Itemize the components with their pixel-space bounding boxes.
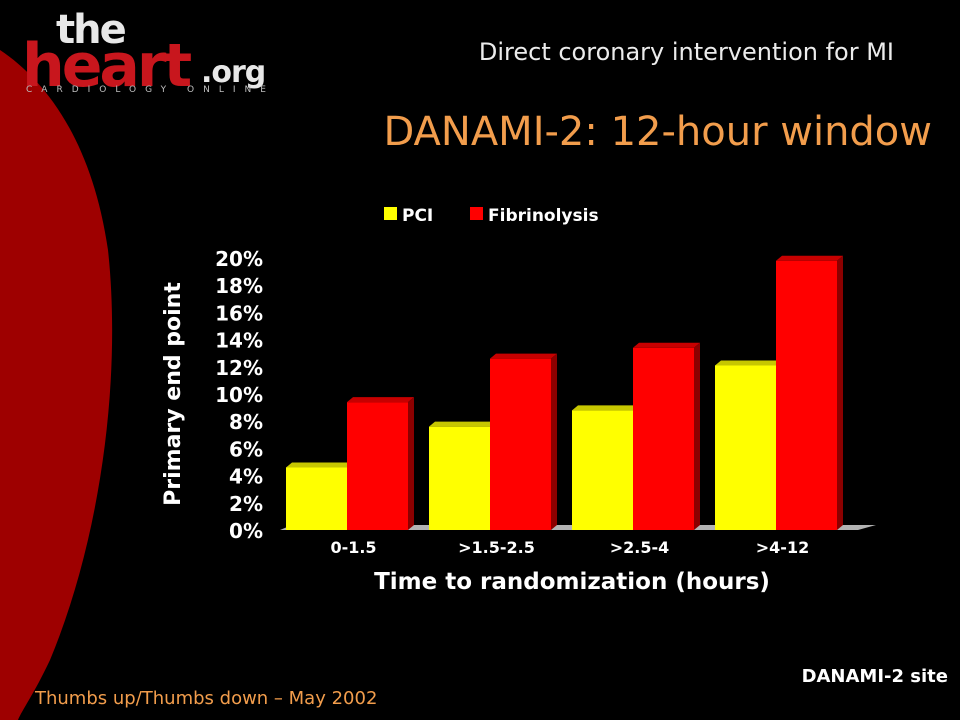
- bar-fibrinolysis-4: [776, 260, 837, 530]
- bar-top-fibrinolysis-2: [490, 353, 557, 359]
- y-tick-label: 10%: [215, 383, 263, 407]
- bar-top-pci-1: [286, 462, 353, 468]
- logo-tagline: CARDIOLOGY ONLINE: [26, 85, 275, 95]
- bar-fibrinolysis-3: [633, 347, 694, 530]
- bar-pci-3: [572, 410, 633, 530]
- y-tick-label: 16%: [215, 301, 263, 325]
- bar-top-pci-4: [715, 360, 782, 366]
- slide-title: DANAMI-2: 12-hour window: [383, 109, 932, 155]
- x-tick-label: 0-1.5: [330, 538, 376, 557]
- bar-top-pci-2: [429, 421, 496, 427]
- y-tick-label: 6%: [229, 437, 263, 461]
- bar-fibrinolysis-2: [490, 358, 551, 530]
- red-swoosh: [0, 50, 113, 720]
- bar-side-fibrinolysis-2: [551, 353, 557, 530]
- footer-text: Thumbs up/Thumbs down – May 2002: [35, 688, 378, 709]
- legend-label-fibrinolysis: Fibrinolysis: [488, 206, 599, 226]
- bar-side-fibrinolysis-3: [694, 342, 700, 530]
- y-tick-label: 20%: [215, 247, 263, 271]
- logo-org-text: .org: [201, 55, 266, 90]
- x-axis-label: Time to randomization (hours): [374, 569, 770, 595]
- x-tick-label: >4-12: [756, 538, 809, 557]
- header-title: Direct coronary intervention for MI: [478, 38, 894, 66]
- y-tick-label: 2%: [229, 492, 263, 516]
- logo-heart-text: heart: [22, 31, 192, 101]
- bar-top-fibrinolysis-1: [347, 397, 414, 403]
- bar-pci-2: [429, 426, 490, 530]
- bar-side-fibrinolysis-1: [408, 397, 414, 530]
- bar-top-pci-3: [572, 405, 639, 411]
- bar-side-fibrinolysis-4: [837, 255, 843, 530]
- source-label: DANAMI-2 site: [801, 666, 948, 687]
- legend-swatch-fibrinolysis: [470, 207, 483, 220]
- bar-top-fibrinolysis-3: [633, 342, 700, 348]
- bar-fibrinolysis-1: [347, 402, 408, 530]
- y-tick-label: 4%: [229, 465, 263, 489]
- logo-the-text: the: [56, 7, 127, 53]
- y-tick-label: 0%: [229, 519, 263, 543]
- legend-swatch-pci: [384, 207, 397, 220]
- y-tick-label: 12%: [215, 356, 263, 380]
- x-tick-label: >1.5-2.5: [458, 538, 535, 557]
- legend-label-pci: PCI: [402, 206, 433, 226]
- y-tick-label: 18%: [215, 274, 263, 298]
- bar-pci-1: [286, 467, 347, 530]
- bar-top-fibrinolysis-4: [776, 255, 843, 261]
- x-tick-label: >2.5-4: [610, 538, 670, 557]
- y-tick-label: 14%: [215, 329, 263, 353]
- bar-pci-4: [715, 365, 776, 530]
- y-axis-label: Primary end point: [161, 282, 186, 506]
- y-tick-label: 8%: [229, 410, 263, 434]
